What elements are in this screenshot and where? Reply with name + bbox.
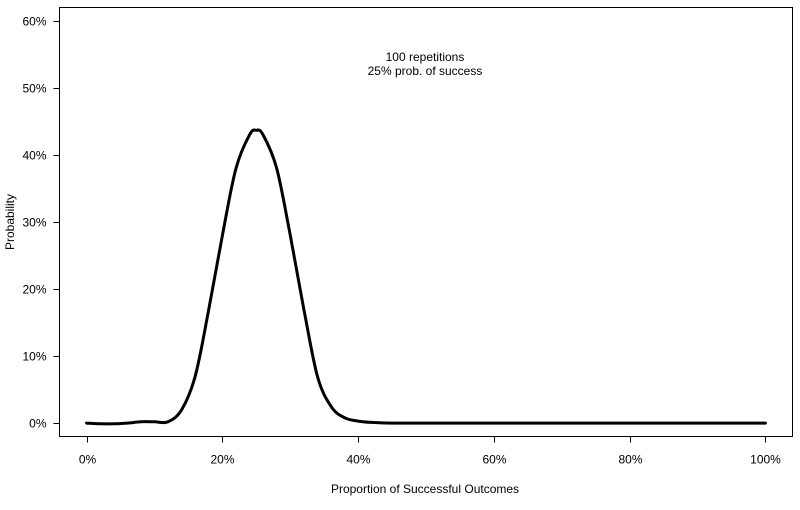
y-tick-label: 50% bbox=[22, 82, 46, 96]
x-tick-label: 60% bbox=[482, 453, 506, 467]
y-tick-label: 10% bbox=[22, 350, 46, 364]
y-tick-label: 60% bbox=[22, 15, 46, 29]
series-line bbox=[85, 128, 767, 426]
x-tick-label: 100% bbox=[750, 453, 781, 467]
y-tick-label: 20% bbox=[22, 283, 46, 297]
x-axis: 0% 20% 40% 60% 80% 100% bbox=[79, 436, 781, 467]
y-tick-label: 30% bbox=[22, 216, 46, 230]
y-axis-title: Probability bbox=[3, 194, 17, 250]
y-tick-label: 0% bbox=[29, 417, 47, 431]
annotation-probability: 25% prob. of success bbox=[368, 64, 483, 78]
y-axis: 0% 10% 20% 30% 40% 50% 60% bbox=[22, 15, 60, 431]
y-tick-label: 40% bbox=[22, 149, 46, 163]
x-tick-label: 0% bbox=[79, 453, 97, 467]
annotation-repetitions: 100 repetitions bbox=[386, 50, 465, 64]
x-axis-title: Proportion of Successful Outcomes bbox=[331, 482, 519, 496]
x-tick-label: 40% bbox=[346, 453, 370, 467]
x-tick-label: 20% bbox=[210, 453, 234, 467]
x-tick-label: 80% bbox=[618, 453, 642, 467]
